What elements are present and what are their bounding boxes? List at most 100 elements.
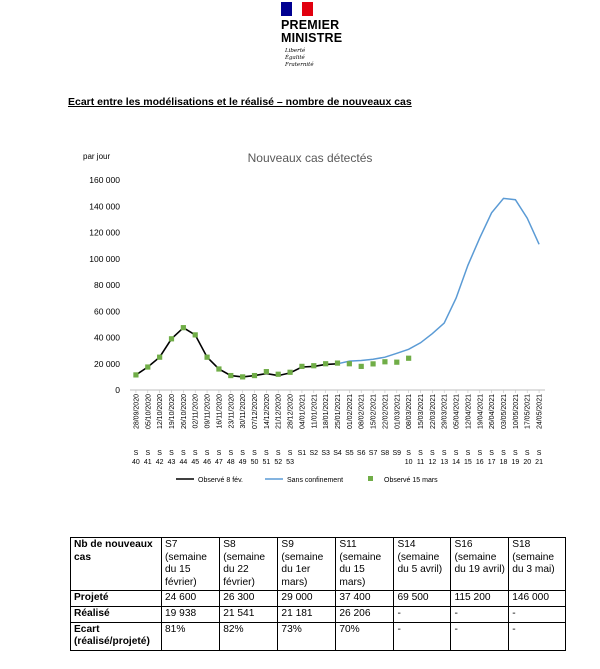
data-point-marker xyxy=(334,360,341,366)
x-tick-date: 11/01/2021 xyxy=(311,394,318,429)
x-tick-week: S xyxy=(477,450,482,457)
x-tick-week: S2 xyxy=(310,450,319,457)
x-tick-date: 15/02/2021 xyxy=(371,394,378,429)
x-tick-date: 12/04/2021 xyxy=(465,394,472,429)
table-header-cell: Nb de nouveaux cas xyxy=(70,536,162,592)
table-cell: - xyxy=(393,605,452,623)
data-point-marker xyxy=(240,374,246,380)
x-tick-date: 30/11/2020 xyxy=(240,394,247,429)
table-cell: 19 938 xyxy=(160,605,221,623)
table-cell: - xyxy=(508,621,566,651)
data-point-marker xyxy=(204,354,210,360)
x-tick-date: 22/02/2021 xyxy=(382,394,389,429)
x-tick-week: 10 xyxy=(405,459,413,466)
x-tick-week: S xyxy=(442,450,447,457)
logo-title: PREMIER MINISTRE xyxy=(281,18,343,45)
x-tick-week: 19 xyxy=(511,459,519,466)
data-point-marker xyxy=(299,363,305,369)
x-tick-week: 47 xyxy=(215,459,223,466)
x-tick-date: 10/05/2021 xyxy=(513,394,520,429)
x-tick-date: 05/10/2020 xyxy=(145,394,152,429)
x-tick-week: S xyxy=(454,450,459,457)
x-tick-week: S xyxy=(193,450,198,457)
data-point-marker xyxy=(133,372,139,378)
section-heading: Ecart entre les modélisations et le réal… xyxy=(68,96,412,108)
x-tick-date: 25/01/2021 xyxy=(335,394,342,429)
x-tick-week: S1 xyxy=(298,450,307,457)
series-line xyxy=(337,197,540,365)
x-tick-week: S xyxy=(240,450,245,457)
x-tick-week: S xyxy=(430,450,435,457)
y-tick-label: 60 000 xyxy=(94,306,120,316)
x-tick-week: 41 xyxy=(144,459,152,466)
y-tick-label: 80 000 xyxy=(94,280,120,290)
x-tick-week: S xyxy=(489,450,494,457)
cases-table: Nb de nouveaux cas S7 (semaine du 15 fév… xyxy=(70,536,566,651)
y-tick-label: 0 xyxy=(115,385,120,395)
table-cell: 73% xyxy=(277,621,337,651)
table-cell: 26 206 xyxy=(335,605,395,623)
x-tick-week: 52 xyxy=(274,459,282,466)
data-point-marker xyxy=(275,371,281,377)
x-tick-week: S xyxy=(501,450,506,457)
table-cell: 21 181 xyxy=(277,605,337,623)
data-point-marker xyxy=(168,336,175,342)
x-tick-week: 20 xyxy=(523,459,531,466)
table-cell: 69 500 xyxy=(393,590,452,607)
table-cell: 24 600 xyxy=(160,590,221,607)
table-row: Réalisé 19 938 21 541 21 181 26 206 - - … xyxy=(70,605,566,623)
table-cell: 29 000 xyxy=(277,590,337,607)
x-tick-date: 22/03/2021 xyxy=(430,394,437,429)
x-tick-week: 17 xyxy=(488,459,496,466)
x-tick-date: 26/10/2020 xyxy=(181,394,188,429)
x-tick-week: 21 xyxy=(535,459,543,466)
x-tick-week: 40 xyxy=(132,459,140,466)
data-point-marker xyxy=(192,332,198,338)
x-tick-week: S xyxy=(228,450,233,457)
data-point-marker xyxy=(263,369,269,375)
x-tick-week: S7 xyxy=(369,450,378,457)
table-header-cell: S14 (semaine du 5 avril) xyxy=(393,536,452,592)
x-tick-week: 15 xyxy=(464,459,472,466)
data-point-marker xyxy=(311,363,317,369)
x-tick-week: S9 xyxy=(393,450,402,457)
x-tick-date: 16/11/2020 xyxy=(216,394,223,429)
y-tick-label: 20 000 xyxy=(94,359,120,369)
x-tick-week: S xyxy=(537,450,542,457)
data-point-marker xyxy=(216,366,222,372)
x-tick-week: S3 xyxy=(321,450,330,457)
data-point-marker xyxy=(228,372,234,379)
data-point-marker xyxy=(157,354,163,360)
table-cell: 21 541 xyxy=(219,605,279,623)
table-header-cell: S18 (semaine du 3 mai) xyxy=(508,536,566,592)
x-tick-week: S xyxy=(157,450,162,457)
x-tick-week: S4 xyxy=(333,450,342,457)
x-tick-date: 08/03/2021 xyxy=(406,394,413,429)
x-tick-week: 50 xyxy=(251,459,259,466)
data-point-marker xyxy=(287,369,293,375)
x-tick-week: S xyxy=(134,450,139,457)
x-tick-week: 53 xyxy=(286,459,294,466)
x-tick-date: 09/11/2020 xyxy=(205,394,212,429)
x-tick-week: 51 xyxy=(262,459,270,466)
x-tick-week: 45 xyxy=(191,459,199,466)
x-tick-week: 11 xyxy=(417,459,424,466)
x-tick-week: 46 xyxy=(203,459,211,466)
x-tick-week: S xyxy=(288,450,293,457)
table-cell: - xyxy=(450,621,510,651)
data-point-marker xyxy=(251,372,258,379)
y-axis-label: par jour xyxy=(83,152,110,161)
table-header-cell: S11 (semaine du 15 mars) xyxy=(335,536,395,592)
x-tick-week: S xyxy=(217,450,222,457)
table-cell: 115 200 xyxy=(450,590,510,607)
x-tick-date: 19/10/2020 xyxy=(169,394,176,429)
legend-swatch xyxy=(368,476,373,481)
x-tick-date: 03/05/2021 xyxy=(501,394,508,429)
x-tick-date: 01/02/2021 xyxy=(347,394,354,429)
data-point-marker xyxy=(358,363,364,369)
x-tick-week: 18 xyxy=(500,459,508,466)
data-point-marker xyxy=(346,361,352,367)
table-header-cell: S9 (semaine du 1er mars) xyxy=(277,536,337,592)
data-point-marker xyxy=(180,325,186,331)
x-tick-week: S xyxy=(276,450,281,457)
